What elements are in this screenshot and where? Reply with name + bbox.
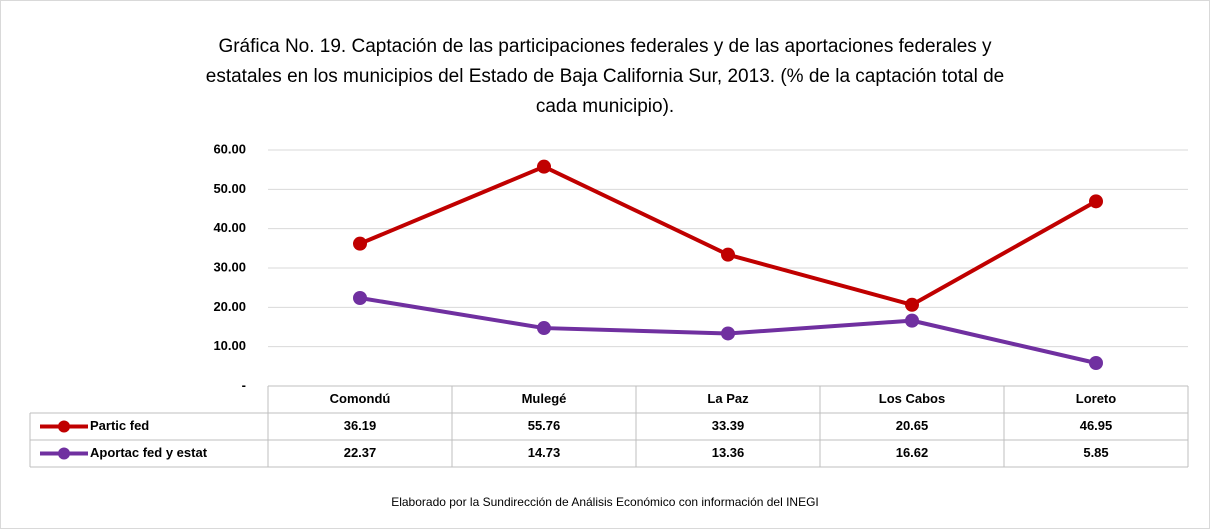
table-value: 16.62 — [896, 445, 929, 460]
x-tick-label: Comondú — [330, 391, 391, 406]
data-point — [353, 291, 367, 306]
table-value: 36.19 — [344, 418, 377, 433]
data-point — [1089, 194, 1103, 209]
y-tick-label: 10.00 — [213, 338, 246, 353]
table-value: 33.39 — [712, 418, 745, 433]
y-tick-label: - — [242, 377, 246, 392]
legend-marker — [58, 420, 70, 433]
data-point — [537, 321, 551, 336]
y-tick-label: 20.00 — [213, 299, 246, 314]
chart-title: estatales en los municipios del Estado d… — [206, 66, 1004, 87]
y-tick-label: 40.00 — [213, 220, 246, 235]
x-tick-label: Mulegé — [522, 391, 567, 406]
legend-marker — [58, 447, 70, 460]
data-point — [721, 247, 735, 262]
legend-label: Aportac fed y estat — [90, 445, 208, 460]
table-value: 20.65 — [896, 418, 929, 433]
table-value: 46.95 — [1080, 418, 1113, 433]
data-point — [353, 236, 367, 251]
y-tick-label: 30.00 — [213, 259, 246, 274]
x-tick-label: La Paz — [707, 391, 749, 406]
table-value: 22.37 — [344, 445, 377, 460]
source-note: Elaborado por la Sundirección de Análisi… — [391, 495, 819, 509]
x-tick-label: Loreto — [1076, 391, 1117, 406]
legend-label: Partic fed — [90, 418, 149, 433]
y-tick-label: 60.00 — [213, 141, 246, 156]
chart-title: Gráfica No. 19. Captación de las partici… — [218, 36, 992, 57]
data-point — [905, 297, 919, 312]
data-point — [537, 159, 551, 174]
x-tick-label: Los Cabos — [879, 391, 945, 406]
table-value: 13.36 — [712, 445, 745, 460]
y-tick-label: 50.00 — [213, 181, 246, 196]
data-point — [905, 313, 919, 328]
table-value: 55.76 — [528, 418, 561, 433]
data-point — [721, 326, 735, 341]
table-value: 5.85 — [1083, 445, 1108, 460]
chart-title: cada municipio). — [536, 96, 674, 117]
table-value: 14.73 — [528, 445, 561, 460]
data-point — [1089, 355, 1103, 370]
